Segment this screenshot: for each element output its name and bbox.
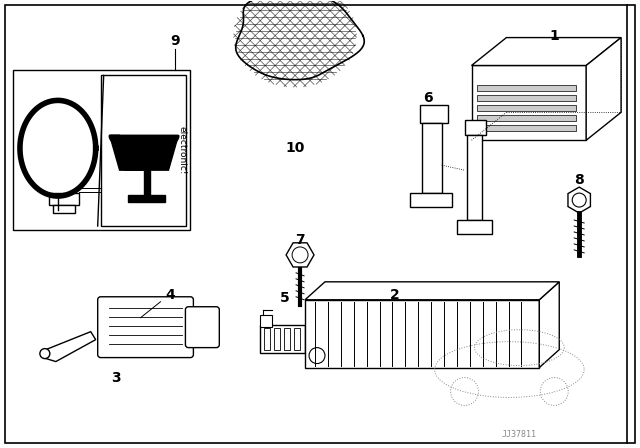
Bar (305, 300, 540, 367)
Bar (143, 170, 150, 197)
Bar (477, 95, 576, 101)
Polygon shape (540, 282, 559, 367)
Text: 1: 1 (549, 29, 559, 43)
Polygon shape (28, 108, 88, 188)
FancyBboxPatch shape (186, 307, 220, 348)
Polygon shape (286, 243, 314, 267)
Bar (477, 115, 576, 121)
Bar (260, 325, 305, 353)
Text: 9: 9 (171, 34, 180, 47)
Bar (467, 135, 483, 220)
Bar (127, 195, 166, 202)
Bar (410, 193, 452, 207)
Circle shape (40, 349, 50, 358)
Text: JJ37811: JJ37811 (502, 430, 537, 439)
Bar (294, 327, 300, 349)
Bar (53, 205, 75, 213)
Circle shape (451, 378, 479, 405)
Circle shape (540, 378, 568, 405)
Text: 10: 10 (285, 141, 305, 155)
Text: 5: 5 (280, 291, 290, 305)
Bar (13, 70, 191, 230)
Bar (465, 121, 486, 135)
Bar (49, 193, 79, 205)
Circle shape (309, 348, 325, 364)
Polygon shape (109, 135, 150, 170)
Bar (477, 105, 576, 112)
Circle shape (292, 247, 308, 263)
Polygon shape (568, 187, 591, 213)
Bar (274, 327, 280, 349)
FancyBboxPatch shape (98, 297, 193, 358)
Bar (420, 105, 447, 123)
Polygon shape (109, 135, 179, 170)
Text: 7: 7 (295, 233, 305, 247)
Bar (264, 327, 270, 349)
Polygon shape (43, 332, 96, 362)
Polygon shape (100, 75, 186, 226)
Text: 8: 8 (574, 173, 584, 187)
Circle shape (572, 193, 586, 207)
Text: 2: 2 (390, 288, 399, 302)
Bar (284, 327, 290, 349)
Text: 3: 3 (111, 370, 120, 384)
Bar (260, 314, 272, 327)
Text: electronic!: electronic! (178, 126, 187, 174)
Bar (477, 86, 576, 91)
Text: 4: 4 (166, 288, 175, 302)
Polygon shape (305, 282, 559, 300)
Bar (456, 220, 492, 234)
Text: 6: 6 (423, 91, 433, 105)
Bar (477, 125, 576, 131)
Polygon shape (472, 38, 621, 65)
Polygon shape (586, 38, 621, 140)
Bar (422, 123, 442, 193)
Bar (472, 65, 586, 140)
